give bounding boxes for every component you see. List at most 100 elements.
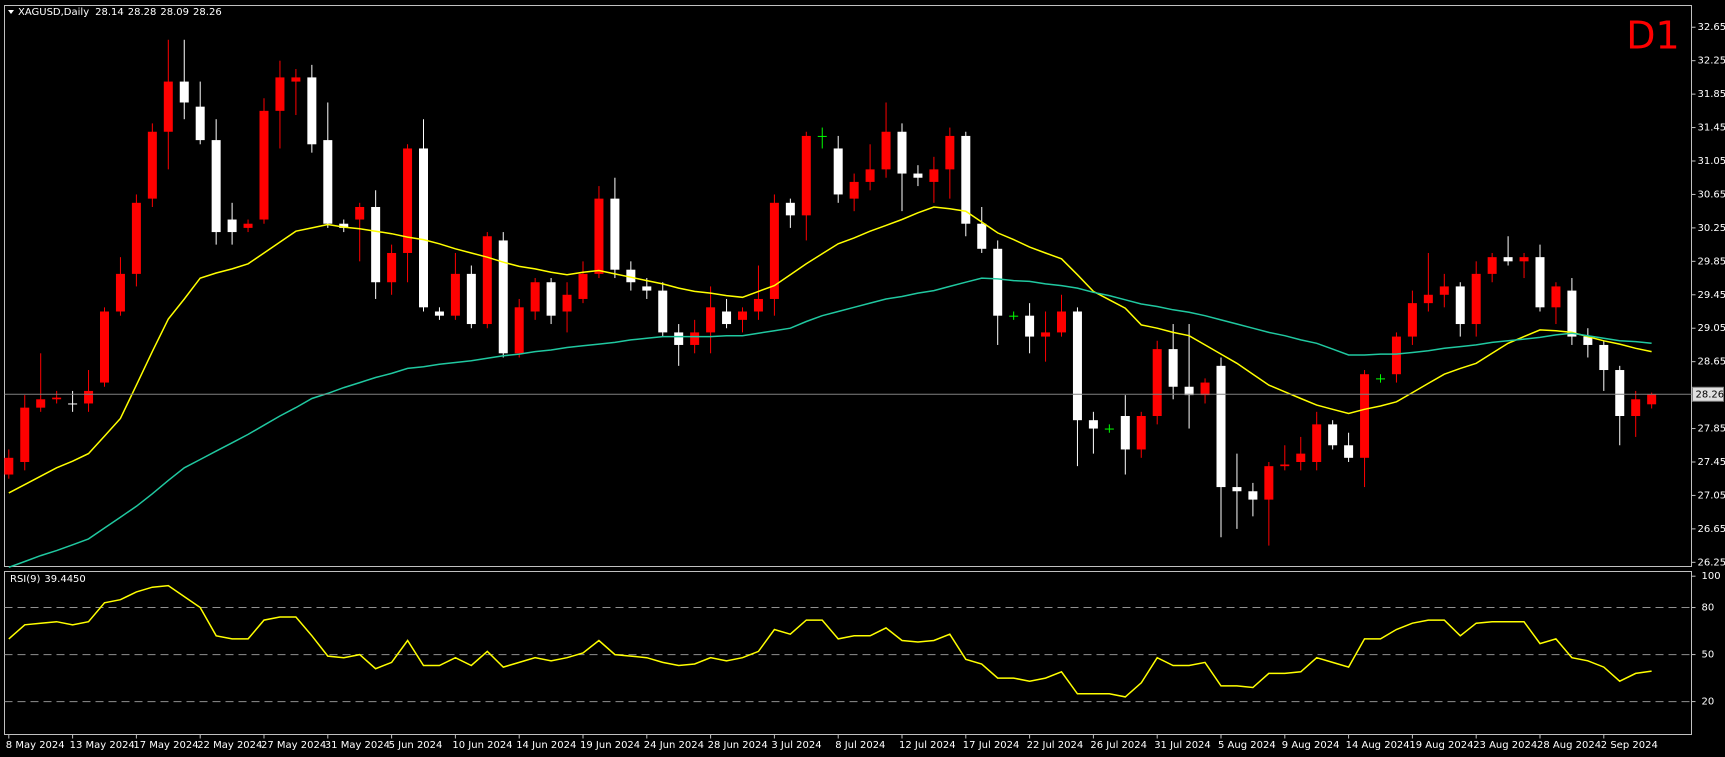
candle-body xyxy=(163,81,173,132)
candle-body xyxy=(817,135,827,137)
candle-body xyxy=(1455,286,1465,325)
last-low: 28.09 xyxy=(160,7,189,18)
candle-body xyxy=(403,148,413,253)
candle-body xyxy=(498,240,508,354)
x-tick-label: 22 Jul 2024 xyxy=(1027,740,1084,751)
candle-body xyxy=(227,219,237,233)
candle-body xyxy=(801,135,811,216)
candle-body xyxy=(993,248,1003,316)
candle-body xyxy=(1104,428,1114,430)
y-tick-label: 20 xyxy=(1702,697,1715,708)
candle-body xyxy=(865,169,875,182)
candle-body xyxy=(961,135,971,224)
candle-body xyxy=(20,407,30,462)
candle-body xyxy=(1423,294,1433,304)
candle-body xyxy=(1328,424,1338,446)
candle-body xyxy=(1647,394,1657,405)
candle-body xyxy=(1264,466,1274,500)
candle-body xyxy=(100,311,109,383)
y-tick-label: 50 xyxy=(1702,650,1715,661)
candle-body xyxy=(706,307,716,333)
candle-body xyxy=(195,106,205,141)
moving-average xyxy=(8,277,1652,569)
x-tick-label: 31 Jul 2024 xyxy=(1154,740,1211,751)
candle-body xyxy=(1041,332,1051,337)
y-tick-label: 31.05 xyxy=(1698,156,1725,167)
candle-body xyxy=(881,131,891,170)
rsi-panel xyxy=(4,571,1692,735)
candle-body xyxy=(1519,257,1529,262)
x-tick-label: 8 May 2024 xyxy=(6,740,65,751)
candle-body xyxy=(769,202,779,299)
candle-body xyxy=(658,290,668,333)
y-tick-label: 27.45 xyxy=(1698,457,1725,468)
candle-body xyxy=(307,77,317,145)
candle-body xyxy=(291,77,301,82)
candle-body xyxy=(1232,487,1242,492)
rsi-name: RSI(9) xyxy=(10,574,41,585)
last-price-label: 28.26 xyxy=(1696,389,1725,400)
x-tick-label: 10 Jun 2024 xyxy=(452,740,512,751)
candle-body xyxy=(753,298,763,312)
candle-body xyxy=(355,206,365,220)
candle-body xyxy=(945,135,955,170)
price-panel xyxy=(4,5,1692,567)
rsi-title: RSI(9) 39.4450 xyxy=(10,574,86,585)
moving-average xyxy=(8,206,1652,494)
candle-body xyxy=(1599,344,1609,371)
y-tick-label: 30.25 xyxy=(1698,223,1725,234)
y-tick-label: 26.25 xyxy=(1698,557,1725,568)
candle-body xyxy=(546,282,556,316)
candle-body xyxy=(1168,349,1178,387)
candle-body xyxy=(530,282,540,312)
x-tick-label: 28 Aug 2024 xyxy=(1537,740,1601,751)
y-tick-label: 26.65 xyxy=(1698,524,1725,535)
rsi-value: 39.4450 xyxy=(44,574,85,585)
last-price-box xyxy=(1692,386,1724,402)
x-tick-label: 23 Aug 2024 xyxy=(1473,740,1537,751)
candle-body xyxy=(977,223,987,249)
candle-body xyxy=(339,223,349,228)
x-tick-label: 27 May 2024 xyxy=(261,740,326,751)
collapse-arrow[interactable] xyxy=(8,10,14,14)
candle-body xyxy=(259,110,269,220)
candle-body xyxy=(131,202,141,274)
candle-body xyxy=(1152,349,1162,417)
candle-body xyxy=(1009,315,1019,317)
candle-body xyxy=(211,140,221,233)
last-high: 28.28 xyxy=(128,7,157,18)
x-tick-label: 12 Jul 2024 xyxy=(899,740,956,751)
y-tick-label: 30.65 xyxy=(1698,189,1725,200)
y-tick-label: 32.65 xyxy=(1698,22,1725,33)
candle-body xyxy=(1376,378,1385,380)
candle-body xyxy=(179,81,189,103)
candle-body xyxy=(1248,491,1258,500)
candle-body xyxy=(243,223,253,228)
candle-body xyxy=(371,206,381,283)
candle-body xyxy=(1551,286,1561,308)
y-tick-label: 32.25 xyxy=(1698,56,1725,67)
candle-body xyxy=(642,286,652,291)
candle-body xyxy=(1567,290,1577,337)
y-tick-label: 29.05 xyxy=(1698,323,1725,334)
x-tick-label: 22 May 2024 xyxy=(197,740,262,751)
candle-body xyxy=(738,311,747,320)
y-tick-label: 80 xyxy=(1702,603,1715,614)
candle-body xyxy=(562,294,572,312)
y-tick-label: 27.85 xyxy=(1698,424,1725,435)
y-tick-label: 31.85 xyxy=(1698,89,1725,100)
candle-body xyxy=(434,311,444,316)
y-tick-label: 100 xyxy=(1702,571,1721,582)
y-tick-label: 29.45 xyxy=(1698,290,1725,301)
candle-body xyxy=(690,332,700,345)
candle-body xyxy=(514,307,524,354)
x-tick-label: 24 Jun 2024 xyxy=(644,740,704,751)
candle-body xyxy=(1503,257,1513,262)
chart-title: XAGUSD,Daily 28.14 28.28 28.09 28.26 xyxy=(18,7,222,18)
x-tick-label: 28 Jun 2024 xyxy=(708,740,768,751)
x-tick-label: 3 Jul 2024 xyxy=(771,740,821,751)
x-tick-label: 19 Jun 2024 xyxy=(580,740,640,751)
x-tick-label: 13 May 2024 xyxy=(70,740,135,751)
candle-body xyxy=(1088,420,1098,429)
candle-body xyxy=(419,148,428,308)
